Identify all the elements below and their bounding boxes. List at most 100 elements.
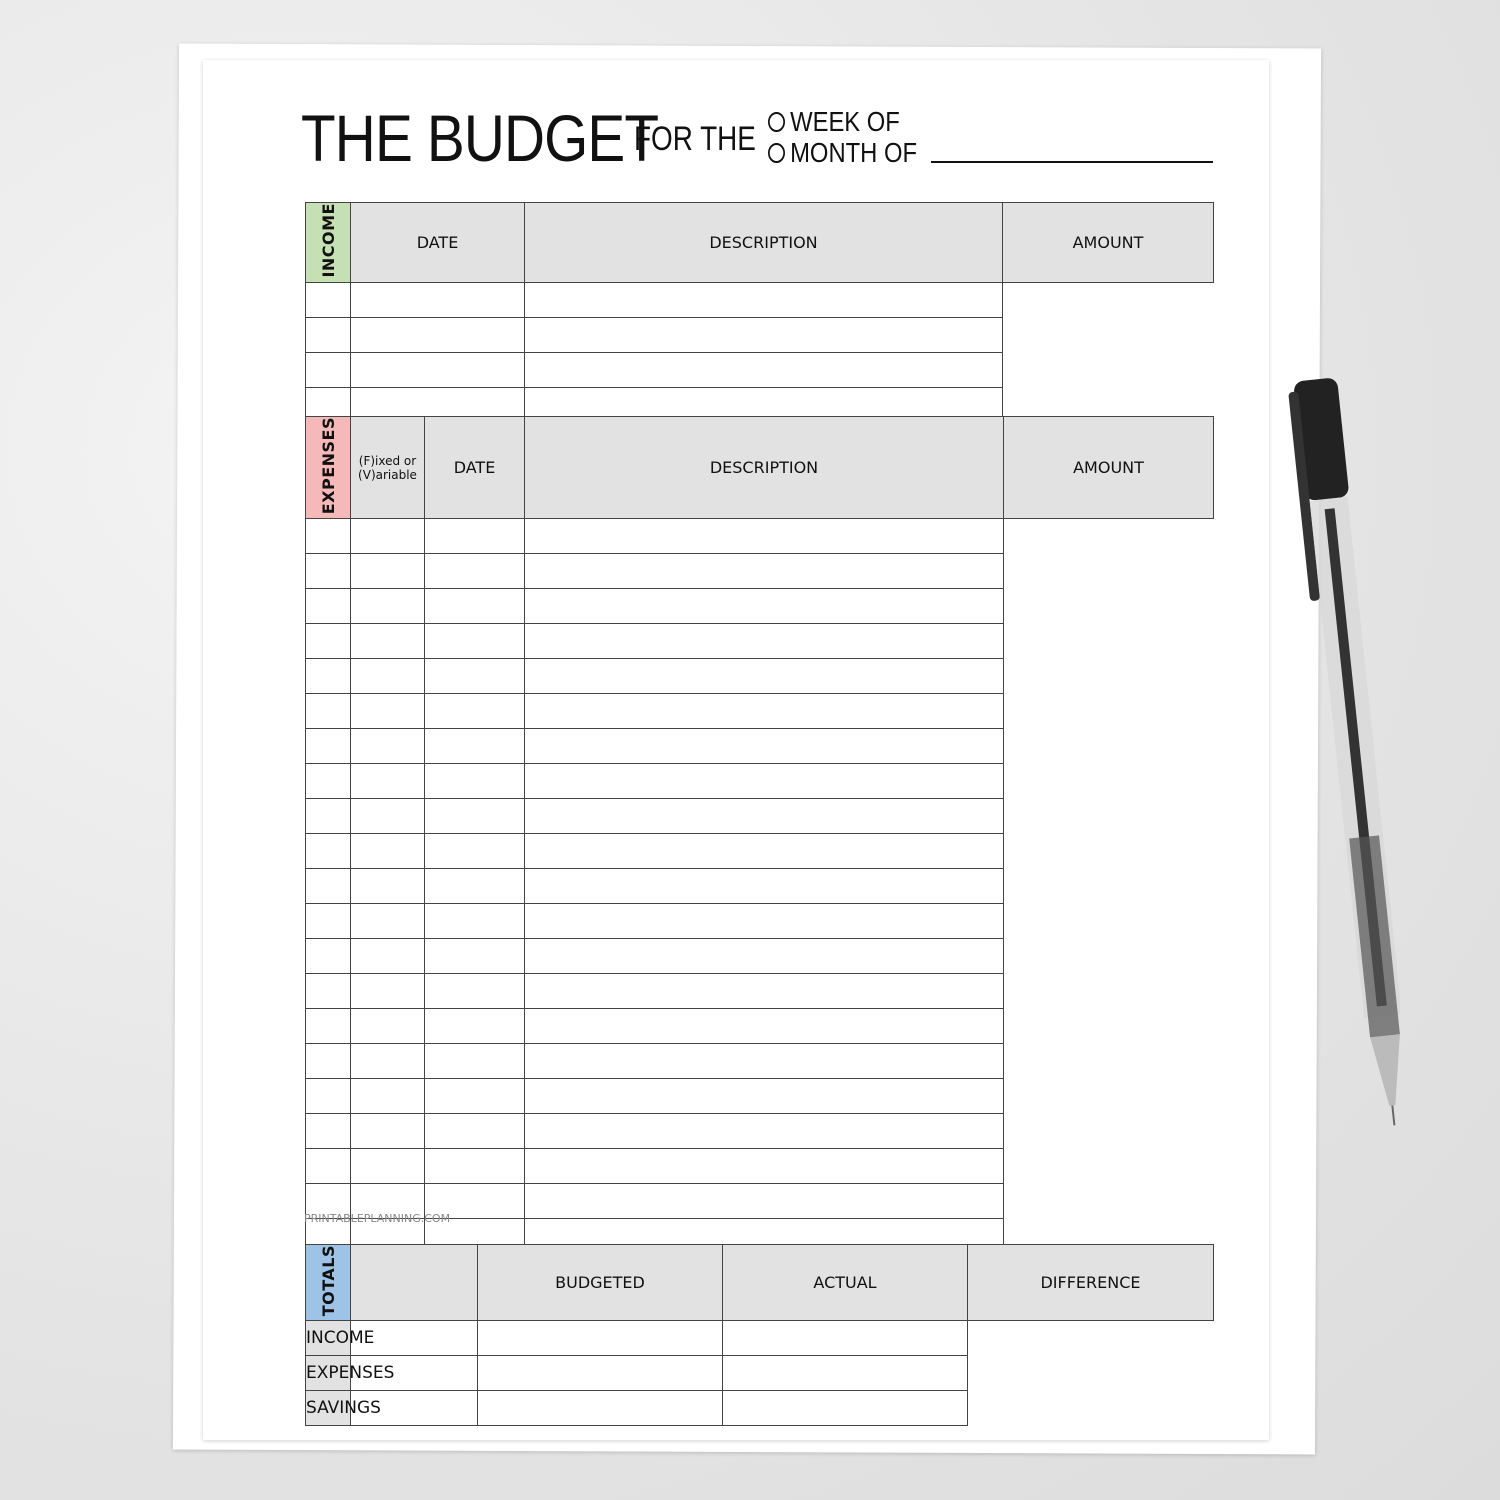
month-option[interactable]: MONTH OF xyxy=(768,137,917,169)
entry-cell[interactable] xyxy=(524,973,1004,1010)
entry-cell[interactable] xyxy=(424,903,525,940)
entry-cell[interactable] xyxy=(350,693,425,730)
entry-cell[interactable] xyxy=(524,623,1004,660)
entry-cell[interactable] xyxy=(305,518,351,555)
entry-cell[interactable] xyxy=(305,798,351,835)
radio-icon[interactable] xyxy=(768,143,785,163)
entry-cell[interactable] xyxy=(350,973,425,1010)
entry-cell[interactable] xyxy=(305,281,351,318)
entry-cell[interactable] xyxy=(524,903,1004,940)
entry-cell[interactable] xyxy=(524,658,1004,695)
entry-cell[interactable] xyxy=(524,728,1004,765)
entry-cell[interactable] xyxy=(424,693,525,730)
entry-cell[interactable] xyxy=(424,553,525,590)
entry-cell[interactable] xyxy=(424,588,525,625)
entry-cell[interactable] xyxy=(305,728,351,765)
entry-cell[interactable] xyxy=(305,938,351,975)
entry-cell[interactable] xyxy=(424,623,525,660)
entry-cell[interactable] xyxy=(350,588,425,625)
entry-cell[interactable] xyxy=(424,518,525,555)
entry-cell[interactable] xyxy=(305,693,351,730)
entry-cell[interactable] xyxy=(350,658,425,695)
entry-cell[interactable] xyxy=(305,658,351,695)
entry-cell[interactable] xyxy=(524,553,1004,590)
entry-cell[interactable] xyxy=(350,1113,425,1150)
entry-cell[interactable] xyxy=(350,798,425,835)
entry-cell[interactable] xyxy=(305,763,351,800)
entry-cell[interactable] xyxy=(305,833,351,870)
entry-cell[interactable] xyxy=(305,588,351,625)
entry-cell[interactable] xyxy=(305,1078,351,1115)
entry-cell[interactable] xyxy=(350,1355,478,1392)
entry-cell[interactable] xyxy=(477,1390,723,1427)
entry-cell[interactable] xyxy=(305,1043,351,1080)
entry-cell[interactable] xyxy=(350,1320,478,1357)
entry-cell[interactable] xyxy=(350,728,425,765)
entry-cell[interactable] xyxy=(524,588,1004,625)
entry-cell[interactable] xyxy=(424,1078,525,1115)
entry-cell[interactable] xyxy=(350,553,425,590)
entry-cell[interactable] xyxy=(424,833,525,870)
entry-cell[interactable] xyxy=(350,833,425,870)
entry-cell[interactable] xyxy=(305,351,351,388)
entry-cell[interactable] xyxy=(305,973,351,1010)
entry-cell[interactable] xyxy=(350,351,525,388)
entry-cell[interactable] xyxy=(424,1183,525,1220)
period-blank-line[interactable] xyxy=(931,161,1213,163)
entry-cell[interactable] xyxy=(524,1183,1004,1220)
entry-cell[interactable] xyxy=(424,868,525,905)
entry-cell[interactable] xyxy=(350,868,425,905)
entry-cell[interactable] xyxy=(524,763,1004,800)
entry-cell[interactable] xyxy=(350,1078,425,1115)
entry-cell[interactable] xyxy=(305,623,351,660)
entry-cell[interactable] xyxy=(350,1390,478,1427)
entry-cell[interactable] xyxy=(524,281,1003,318)
entry-cell[interactable] xyxy=(305,1148,351,1185)
entry-cell[interactable] xyxy=(524,1078,1004,1115)
entry-cell[interactable] xyxy=(424,1148,525,1185)
entry-cell[interactable] xyxy=(424,763,525,800)
entry-cell[interactable] xyxy=(524,1008,1004,1045)
entry-cell[interactable] xyxy=(524,351,1003,388)
entry-cell[interactable] xyxy=(350,1008,425,1045)
entry-cell[interactable] xyxy=(524,693,1004,730)
entry-cell[interactable] xyxy=(524,316,1003,353)
entry-cell[interactable] xyxy=(424,798,525,835)
entry-cell[interactable] xyxy=(424,938,525,975)
entry-cell[interactable] xyxy=(424,1043,525,1080)
entry-cell[interactable] xyxy=(305,1008,351,1045)
entry-cell[interactable] xyxy=(424,1113,525,1150)
entry-cell[interactable] xyxy=(524,1148,1004,1185)
entry-cell[interactable] xyxy=(524,1113,1004,1150)
entry-cell[interactable] xyxy=(524,833,1004,870)
entry-cell[interactable] xyxy=(350,518,425,555)
entry-cell[interactable] xyxy=(524,868,1004,905)
entry-cell[interactable] xyxy=(350,763,425,800)
entry-cell[interactable] xyxy=(477,1320,723,1357)
entry-cell[interactable] xyxy=(524,1043,1004,1080)
entry-cell[interactable] xyxy=(477,1355,723,1392)
entry-cell[interactable] xyxy=(305,868,351,905)
entry-cell[interactable] xyxy=(350,623,425,660)
entry-cell[interactable] xyxy=(524,938,1004,975)
entry-cell[interactable] xyxy=(350,281,525,318)
entry-cell[interactable] xyxy=(305,903,351,940)
entry-cell[interactable] xyxy=(424,973,525,1010)
entry-cell[interactable] xyxy=(424,658,525,695)
entry-cell[interactable] xyxy=(424,1008,525,1045)
radio-icon[interactable] xyxy=(768,112,785,132)
entry-cell[interactable] xyxy=(350,938,425,975)
entry-cell[interactable] xyxy=(722,1390,968,1427)
entry-cell[interactable] xyxy=(722,1355,968,1392)
entry-cell[interactable] xyxy=(305,553,351,590)
week-option[interactable]: WEEK OF xyxy=(768,106,900,138)
entry-cell[interactable] xyxy=(350,1148,425,1185)
entry-cell[interactable] xyxy=(524,518,1004,555)
entry-cell[interactable] xyxy=(350,903,425,940)
entry-cell[interactable] xyxy=(424,728,525,765)
entry-cell[interactable] xyxy=(722,1320,968,1357)
entry-cell[interactable] xyxy=(305,316,351,353)
entry-cell[interactable] xyxy=(524,798,1004,835)
entry-cell[interactable] xyxy=(305,1113,351,1150)
entry-cell[interactable] xyxy=(350,316,525,353)
